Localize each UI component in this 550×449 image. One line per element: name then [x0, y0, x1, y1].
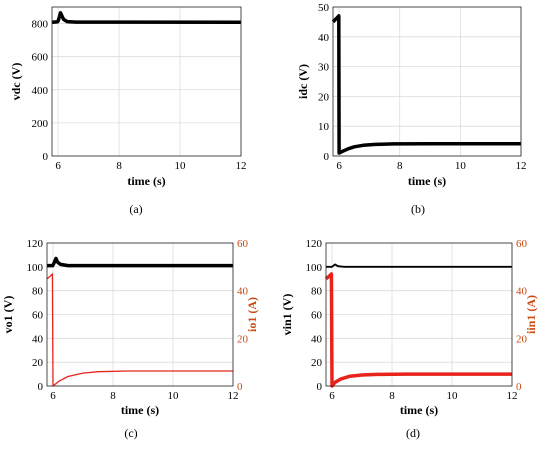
y-tick-label: 80	[32, 286, 44, 298]
x-tick-label: 10	[447, 390, 459, 402]
y-right-tick-label: 60	[237, 238, 249, 250]
plot-frame	[325, 242, 513, 387]
y-tick-label: 120	[306, 238, 323, 250]
y-right-tick-label: 20	[516, 333, 528, 345]
y-tick-label: 0	[324, 151, 330, 163]
y-right-tick-label: 0	[237, 381, 243, 393]
chart-panel-a: 6 8 10 12 0 200 400 600 800 time (s) vdc (V) (a)	[9, 6, 247, 216]
x-tick-label: 6	[50, 390, 56, 402]
y-tick-label: 400	[32, 85, 49, 97]
y-tick-label: 50	[318, 2, 330, 14]
panel-caption: (a)	[129, 202, 142, 216]
y-tick-label: 0	[38, 381, 44, 393]
x-tick-label: 12	[507, 390, 518, 402]
y-right-tick-label: 0	[516, 381, 522, 393]
y-tick-label: 120	[27, 238, 44, 250]
y-right-axis-label: iin1 (A)	[524, 295, 538, 334]
x-tick-label: 6	[329, 390, 335, 402]
x-tick-label: 10	[455, 160, 467, 172]
x-tick-label: 12	[516, 160, 527, 172]
y-tick-label: 40	[311, 333, 323, 345]
x-axis-label: time (s)	[408, 174, 446, 188]
y-axis-label: vin1 (V)	[280, 294, 294, 336]
x-tick-label: 8	[116, 160, 122, 172]
series-line-right	[324, 272, 512, 388]
y-tick-label: 100	[306, 262, 323, 274]
x-tick-label: 8	[397, 160, 403, 172]
panel-caption: (b)	[411, 202, 425, 216]
x-tick-label: 8	[110, 390, 116, 402]
y-right-tick-label: 60	[516, 238, 528, 250]
x-tick-label: 12	[236, 160, 247, 172]
y-tick-label: 20	[311, 357, 323, 369]
y-tick-label: 40	[318, 32, 330, 44]
y-tick-label: 10	[318, 121, 330, 133]
y-axis-label: vdc (V)	[9, 63, 23, 101]
y-tick-label: 80	[311, 286, 323, 298]
panel-caption: (d)	[406, 426, 420, 440]
x-axis-label: time (s)	[400, 403, 438, 417]
y-tick-label: 800	[32, 19, 49, 31]
y-axis-label: vo1 (V)	[1, 296, 15, 334]
y-tick-label: 20	[32, 357, 44, 369]
plot-frame	[332, 6, 522, 157]
series-line-left	[47, 256, 233, 268]
x-axis-label: time (s)	[127, 174, 165, 188]
y-tick-label: 0	[43, 151, 49, 163]
y-tick-label: 600	[32, 52, 49, 64]
x-tick-label: 10	[168, 390, 180, 402]
series-line-left	[51, 11, 242, 24]
y-tick-label: 20	[318, 91, 330, 103]
y-tick-label: 200	[32, 118, 49, 130]
x-tick-label: 8	[389, 390, 395, 402]
y-tick-label: 100	[27, 262, 44, 274]
y-right-axis-label: io1 (A)	[245, 297, 259, 332]
series-line-right	[46, 273, 233, 387]
x-tick-label: 10	[175, 160, 187, 172]
y-right-tick-label: 20	[237, 333, 249, 345]
x-tick-label: 6	[336, 160, 342, 172]
y-tick-label: 40	[32, 333, 44, 345]
plot-frame	[51, 6, 242, 157]
series-line-left	[326, 263, 512, 268]
y-right-tick-label: 40	[237, 286, 249, 298]
y-tick-label: 0	[317, 381, 323, 393]
y-tick-label: 60	[311, 310, 323, 322]
plot-frame	[46, 242, 234, 387]
chart-panel-b: 6 8 10 12 0 10 20 30 40 50 time (s) idc (V) (b)	[296, 2, 527, 216]
x-axis-label: time (s)	[121, 403, 159, 417]
y-tick-label: 30	[318, 62, 330, 74]
y-tick-label: 60	[32, 310, 44, 322]
panel-caption: (c)	[124, 426, 137, 440]
y-right-tick-label: 40	[516, 286, 528, 298]
x-tick-label: 12	[228, 390, 239, 402]
y-axis-label: idc (V)	[296, 64, 310, 99]
x-tick-label: 6	[55, 160, 61, 172]
series-line-left	[331, 14, 521, 155]
